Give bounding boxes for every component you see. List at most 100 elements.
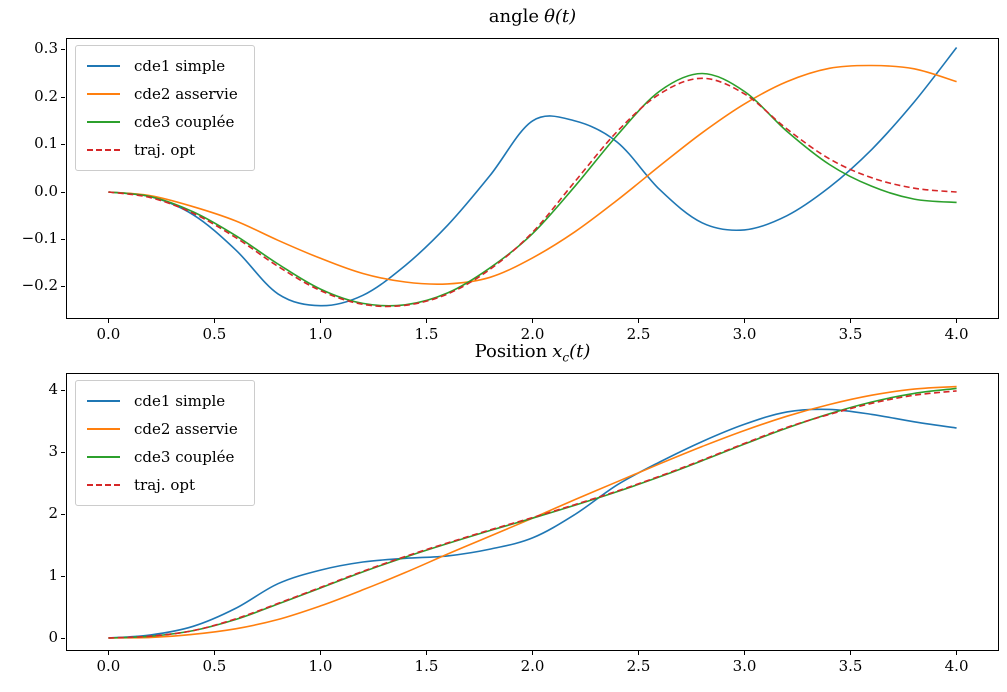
y-tick-label: 0.3 — [34, 39, 58, 58]
title-text: Position — [474, 341, 548, 362]
y-tick-mark — [61, 452, 65, 454]
x-tick-mark — [956, 651, 958, 655]
legend-label: cde2 asservie — [134, 85, 238, 103]
legend-label: traj. opt — [134, 141, 195, 159]
legend-item: cde2 asservie — [87, 415, 238, 443]
legend: cde1 simple cde2 asservie cde3 couplée t… — [75, 380, 255, 506]
y-tick-mark — [61, 513, 65, 515]
y-tick-mark — [61, 144, 65, 146]
y-tick-label: 3 — [48, 442, 58, 461]
title-math-rest: (t) — [569, 341, 591, 362]
x-tick-label: 0.0 — [96, 325, 121, 343]
x-tick-mark — [638, 651, 640, 655]
x-tick-mark — [956, 319, 958, 323]
angle-chart-title: angle θ(t) — [66, 6, 999, 28]
x-tick-label: 0.5 — [202, 657, 227, 675]
series-cde1-simple — [108, 47, 958, 307]
legend-line-sample — [87, 65, 120, 67]
legend-line-sample — [87, 93, 120, 95]
title-math: θ(t) — [544, 6, 577, 27]
legend-item: traj. opt — [87, 136, 238, 164]
legend-label: cde2 asservie — [134, 420, 238, 438]
x-tick-label: 2.5 — [626, 657, 651, 675]
x-tick-label: 4.0 — [944, 325, 969, 343]
x-tick-label: 3.5 — [838, 657, 863, 675]
y-tick-label: 0 — [48, 627, 58, 646]
x-tick-label: 1.0 — [308, 657, 333, 675]
x-tick-label: 3.0 — [732, 325, 757, 343]
x-tick-mark — [850, 319, 852, 323]
y-tick-mark — [61, 637, 65, 639]
angle-plot-area: cde1 simple cde2 asservie cde3 couplée t… — [22, 38, 999, 343]
x-tick-label: 0.5 — [202, 325, 227, 343]
x-tick-label: 1.5 — [414, 657, 439, 675]
legend-item: cde1 simple — [87, 387, 238, 415]
position-chart-title: Position xc(t) — [66, 341, 999, 365]
title-math-var: x — [552, 341, 563, 362]
y-tick-mark — [61, 286, 65, 288]
y-tick-mark — [61, 390, 65, 392]
y-tick-label: 0.2 — [34, 86, 58, 105]
x-tick-label: 2.5 — [626, 325, 651, 343]
title-math-sub: c — [562, 350, 570, 365]
x-tick-mark — [532, 319, 533, 323]
legend-line-sample — [87, 428, 120, 430]
y-tick-label: 0.0 — [34, 181, 58, 200]
x-tick-mark — [744, 651, 746, 655]
x-tick-mark — [532, 651, 533, 655]
x-tick-label: 1.0 — [308, 325, 333, 343]
title-text: angle — [488, 6, 540, 27]
series-cde2-asservie — [108, 64, 957, 285]
x-tick-mark — [638, 319, 640, 323]
position-curves-svg — [66, 373, 999, 651]
legend-item: traj. opt — [87, 471, 238, 499]
x-tick-mark — [213, 319, 215, 323]
x-tick-label: 2.0 — [520, 325, 545, 343]
legend-line-sample — [87, 456, 120, 458]
y-tick-label: 2 — [48, 503, 58, 522]
y-tick-mark — [61, 96, 65, 98]
x-tick-mark — [213, 651, 215, 655]
axes-spines — [66, 38, 999, 319]
legend-item: cde1 simple — [87, 52, 238, 80]
position-plot-area: cde1 simple cde2 asservie cde3 couplée t… — [48, 373, 999, 675]
x-tick-label: 2.0 — [520, 657, 545, 675]
legend-label: cde3 couplée — [134, 113, 235, 131]
axes-spines — [66, 373, 999, 651]
legend-line-sample — [87, 400, 120, 402]
y-tick-mark — [61, 575, 65, 577]
legend-label: cde1 simple — [134, 57, 226, 75]
x-tick-mark — [319, 319, 321, 323]
y-tick-label: 1 — [48, 565, 58, 584]
x-tick-label: 0.0 — [96, 657, 121, 675]
legend-line-sample — [87, 149, 120, 151]
y-tick-label: −0.1 — [21, 228, 58, 247]
x-tick-mark — [319, 651, 321, 655]
x-tick-mark — [425, 651, 427, 655]
x-tick-label: 1.5 — [414, 325, 439, 343]
y-tick-label: 0.1 — [34, 134, 58, 153]
legend-label: cde1 simple — [134, 392, 226, 410]
series-cde1-simple — [108, 408, 957, 639]
series-traj-opt — [108, 390, 957, 639]
y-tick-label: −0.2 — [21, 276, 58, 295]
x-tick-mark — [107, 651, 109, 655]
x-tick-mark — [850, 651, 852, 655]
legend-label: cde3 couplée — [134, 448, 235, 466]
x-tick-label: 3.5 — [838, 325, 863, 343]
legend: cde1 simple cde2 asservie cde3 couplée t… — [75, 45, 255, 171]
angle-curves-svg — [66, 38, 999, 319]
legend-label: traj. opt — [134, 476, 195, 494]
x-tick-mark — [744, 319, 746, 323]
legend-line-sample — [87, 121, 120, 123]
y-tick-label: 4 — [48, 380, 58, 399]
x-tick-mark — [107, 319, 109, 323]
legend-item: cde3 couplée — [87, 443, 238, 471]
legend-item: cde2 asservie — [87, 80, 238, 108]
y-tick-mark — [61, 238, 65, 240]
series-traj-opt — [108, 77, 957, 308]
x-tick-label: 4.0 — [944, 657, 969, 675]
legend-line-sample — [87, 484, 120, 486]
series-cde3-coupl-e — [108, 72, 957, 307]
